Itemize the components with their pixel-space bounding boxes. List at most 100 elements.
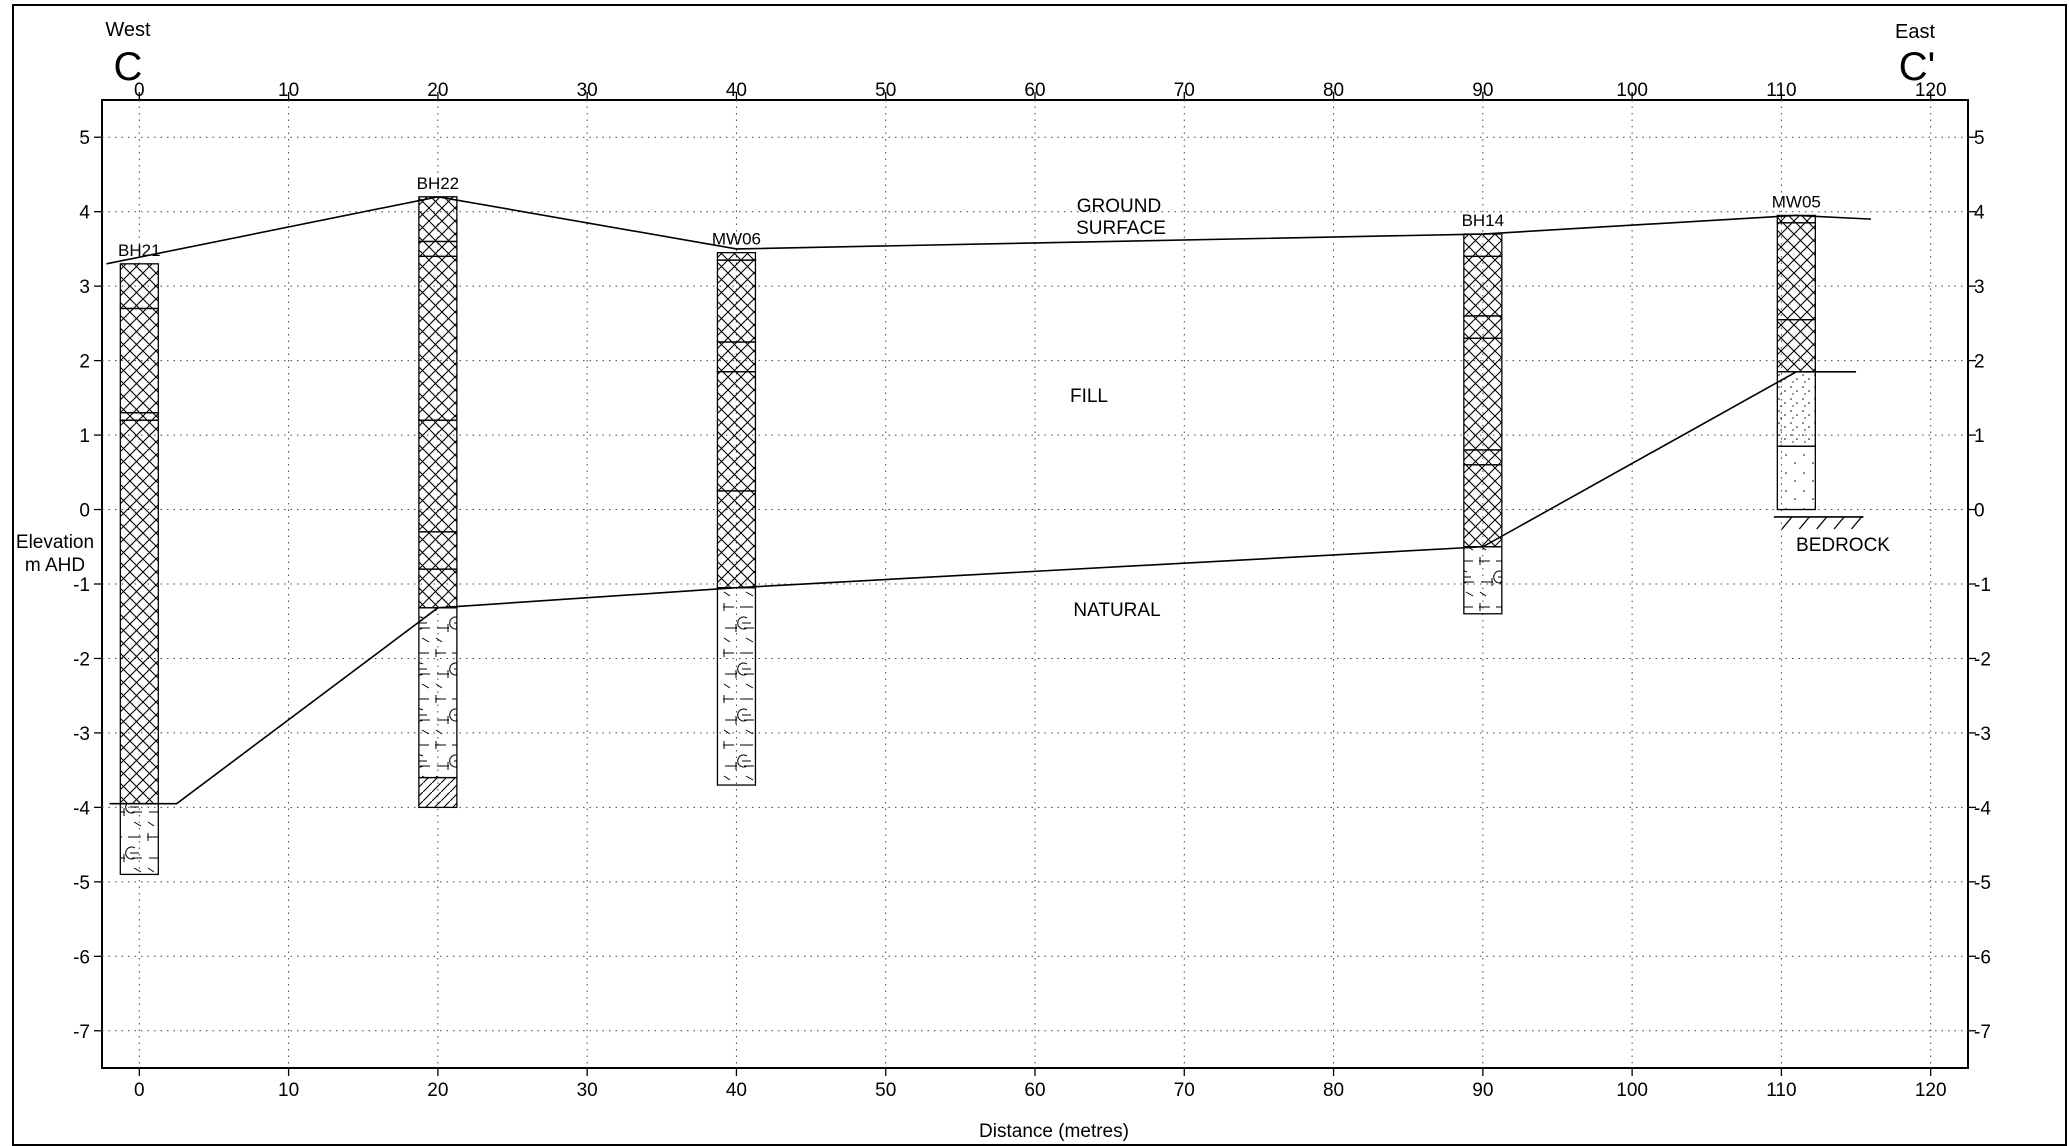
borehole-layer-fill: [1463, 337, 1503, 451]
boreholes: BH21 BH22 MW06 BH14 MW05: [118, 174, 1821, 876]
x-tick-label-bottom: 0: [134, 1080, 145, 1101]
x-tick-label-bottom: 20: [427, 1080, 448, 1101]
y-tick-label-left: 0: [79, 501, 90, 522]
x-tick-label-top: 100: [1616, 80, 1648, 101]
y-tick-label-right: 5: [1974, 128, 1985, 149]
y-tick-label-right: -3: [1974, 724, 1991, 745]
borehole-layer-natural: [119, 803, 159, 876]
borehole-label: MW06: [712, 230, 761, 249]
borehole-layer-fill: [1463, 233, 1503, 258]
x-tick-label-bottom: 110: [1766, 1080, 1796, 1101]
y-tick-label-right: -1: [1974, 575, 1991, 596]
ground-surface-label-1: GROUND: [1077, 196, 1161, 217]
y-tick-label-left: 5: [79, 128, 90, 149]
borehole-layer-fill: [418, 568, 458, 609]
ground-surface-line: [106, 195, 1872, 265]
borehole-layer-fill: [1463, 464, 1503, 548]
y-tick-label-right: -6: [1974, 947, 1991, 968]
y-tick-label-left: -6: [73, 947, 90, 968]
interpreted-boundaries: [106, 195, 1872, 805]
x-tick-label-bottom: 60: [1024, 1080, 1045, 1101]
y-tick-label-right: 0: [1974, 501, 1985, 522]
borehole-layer-fill: [1776, 214, 1816, 224]
borehole-layer-sand: [1776, 371, 1816, 447]
y-tick-label-right: 4: [1974, 203, 1985, 224]
borehole-layer-fill: [418, 196, 458, 243]
east-label: East: [1895, 21, 1935, 43]
borehole-label: MW05: [1772, 192, 1821, 211]
borehole-bh22: BH22: [417, 174, 460, 809]
section-end-marker: C': [1899, 45, 1936, 89]
borehole-layer-fill: [716, 371, 757, 492]
borehole-layer-natural: [716, 587, 757, 786]
x-tick-label-top: 90: [1472, 80, 1493, 101]
y-axis-label-line2: m AHD: [25, 555, 85, 576]
x-tick-label-top: 80: [1323, 80, 1344, 101]
borehole-layer-fill: [418, 240, 458, 258]
west-label: West: [105, 19, 151, 41]
y-tick-label-right: -7: [1974, 1022, 1991, 1043]
borehole-layer-sand-sparse: [1776, 445, 1816, 511]
y-tick-label-left: -4: [73, 798, 90, 819]
y-tick-label-right: -4: [1974, 798, 1991, 819]
borehole-bh21: BH21: [118, 241, 161, 876]
axis-ticks: 0010102020303040405050606070708080909010…: [73, 80, 1991, 1101]
x-tick-label-bottom: 80: [1323, 1080, 1344, 1101]
y-tick-label-left: 4: [79, 203, 90, 224]
borehole-layer-fill: [1463, 449, 1503, 466]
borehole-layer-fill: [1463, 315, 1503, 339]
grid: [102, 100, 1968, 1068]
y-tick-label-right: -5: [1974, 873, 1991, 894]
borehole-layer-fill: [418, 531, 458, 570]
ground-surface-label-2: SURFACE: [1076, 218, 1166, 239]
x-tick-label-bottom: 10: [278, 1080, 299, 1101]
fill-natural-boundary-line: [109, 370, 1857, 805]
y-axis-label-line1: Elevation: [16, 532, 94, 553]
borehole-layer-natural: [1463, 546, 1503, 615]
x-tick-label-bottom: 120: [1915, 1080, 1947, 1101]
y-tick-label-left: -2: [73, 649, 90, 670]
borehole-layer-fill: [716, 490, 757, 589]
bedrock-label: BEDROCK: [1796, 535, 1890, 556]
page-border: [12, 4, 2067, 1146]
y-tick-label-right: 1: [1974, 426, 1985, 447]
borehole-label: BH14: [1462, 211, 1505, 230]
x-tick-label-bottom: 30: [577, 1080, 598, 1101]
borehole-layer-fill: [716, 251, 757, 261]
natural-label: NATURAL: [1073, 600, 1160, 621]
borehole-layer-fill: [716, 259, 757, 343]
borehole-layer-fill: [119, 419, 159, 805]
x-tick-label-bottom: 100: [1616, 1080, 1648, 1101]
bedrock-hatch: [1798, 516, 1810, 530]
y-tick-label-left: -1: [73, 575, 90, 596]
y-tick-label-left: -5: [73, 873, 90, 894]
borehole-layer-hatch: [418, 776, 458, 809]
x-tick-label-top: 40: [726, 80, 747, 101]
x-tick-label-top: 0: [134, 80, 145, 101]
fill-label: FILL: [1070, 386, 1108, 407]
borehole-layer-fill: [119, 412, 159, 421]
x-tick-label-top: 30: [577, 80, 598, 101]
borehole-layer-fill: [418, 419, 458, 533]
x-tick-label-top: 70: [1174, 80, 1195, 101]
x-tick-label-top: 120: [1915, 80, 1947, 101]
borehole-label: BH22: [417, 174, 460, 193]
y-tick-label-left: 3: [79, 277, 90, 298]
borehole-layer-fill: [1463, 255, 1503, 317]
x-tick-label-bottom: 50: [875, 1080, 896, 1101]
y-tick-label-left: 1: [79, 426, 90, 447]
x-tick-label-bottom: 40: [726, 1080, 747, 1101]
borehole-bh14: BH14: [1462, 211, 1505, 615]
borehole-layer-fill: [119, 263, 159, 310]
y-tick-label-left: -7: [73, 1022, 90, 1043]
bedrock-hatch: [1781, 516, 1793, 530]
x-tick-label-bottom: 90: [1472, 1080, 1493, 1101]
x-axis-label: Distance (metres): [979, 1121, 1129, 1142]
borehole-layer-natural: [418, 607, 458, 779]
section-start-marker: C: [114, 45, 143, 89]
borehole-mw05: MW05: [1772, 192, 1821, 511]
x-tick-label-top: 20: [427, 80, 448, 101]
x-tick-label-top: 50: [875, 80, 896, 101]
y-tick-label-left: -3: [73, 724, 90, 745]
